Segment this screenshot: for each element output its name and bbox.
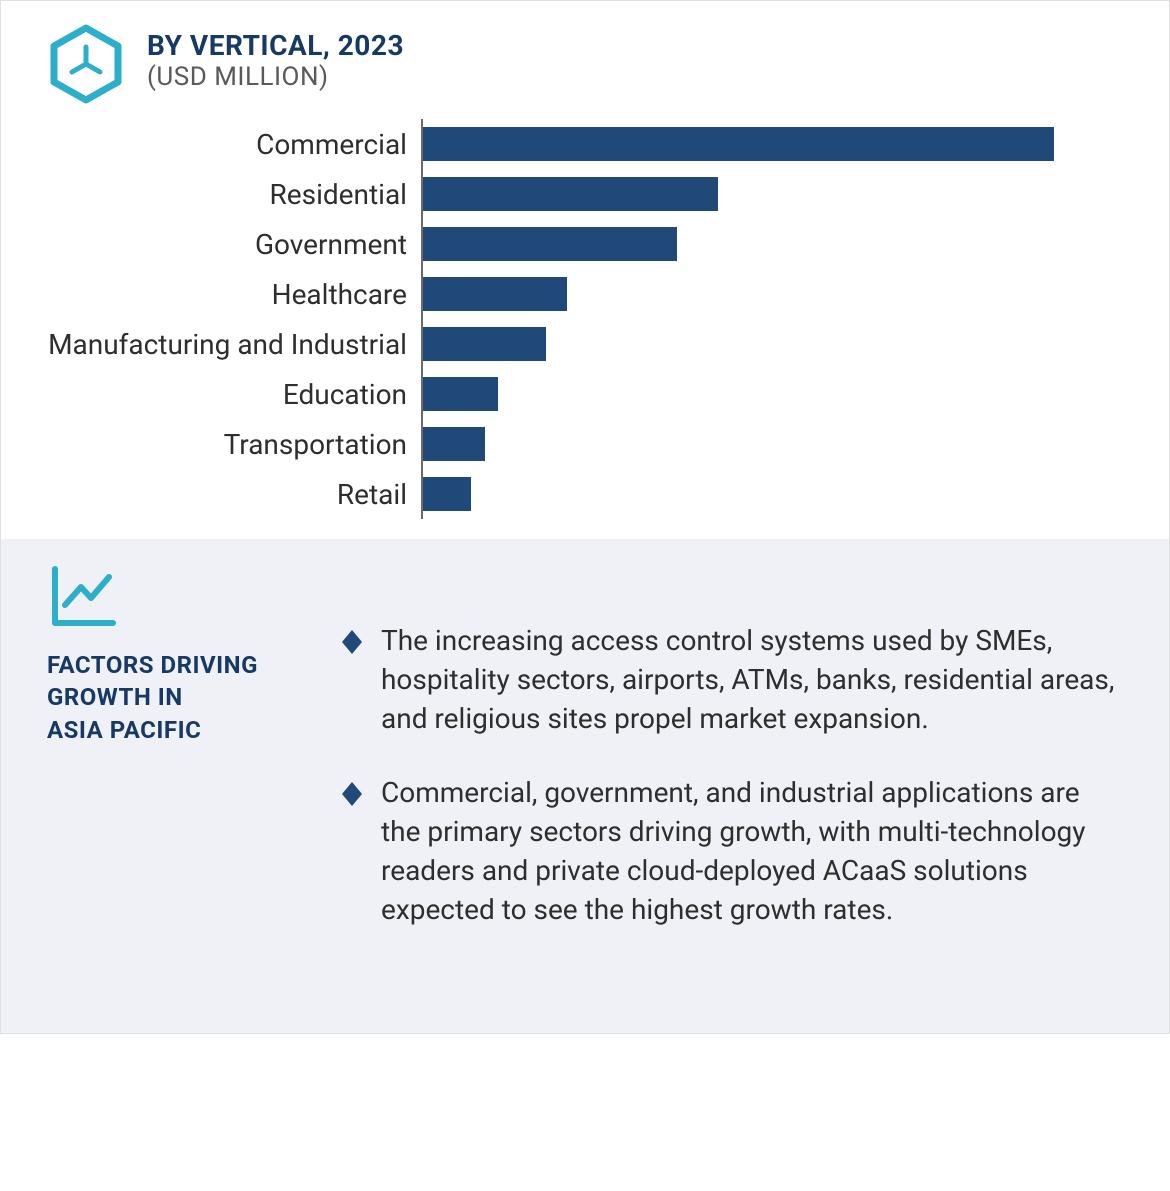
- chart-category-label: Retail: [21, 478, 421, 511]
- chart-bar: [423, 377, 498, 411]
- chart-bar-track: [421, 369, 1109, 419]
- chart-row: Transportation: [21, 419, 1109, 469]
- factors-heading: FACTORS DRIVING GROWTH IN ASIA PACIFIC: [47, 649, 307, 746]
- factor-item: Commercial, government, and industrial a…: [341, 773, 1123, 930]
- chart-category-label: Healthcare: [21, 278, 421, 311]
- chart-row: Education: [21, 369, 1109, 419]
- chart-bar: [423, 327, 546, 361]
- chart-category-label: Manufacturing and Industrial: [21, 328, 421, 361]
- chart-bar: [423, 477, 471, 511]
- factors-panel: FACTORS DRIVING GROWTH IN ASIA PACIFIC T…: [1, 539, 1169, 1033]
- hexagon-logo-icon: [49, 23, 123, 105]
- diamond-bullet-icon: [341, 781, 363, 807]
- chart-bar: [423, 427, 485, 461]
- line-chart-icon: [47, 565, 307, 631]
- chart-bar: [423, 227, 677, 261]
- chart-bar-track: [421, 169, 1109, 219]
- bar-chart: Commercial Residential Government Healthcar…: [1, 115, 1169, 539]
- chart-header: BY VERTICAL, 2023 (USD MILLION): [1, 1, 1169, 115]
- chart-title: BY VERTICAL, 2023: [147, 29, 404, 62]
- factors-bullet-list: The increasing access control systems us…: [341, 565, 1123, 963]
- chart-category-label: Transportation: [21, 428, 421, 461]
- factor-item: The increasing access control systems us…: [341, 621, 1123, 739]
- chart-bar-track: [421, 319, 1109, 369]
- chart-bar-track: [421, 419, 1109, 469]
- chart-bar: [423, 177, 718, 211]
- factor-text: Commercial, government, and industrial a…: [381, 773, 1123, 930]
- chart-subtitle: (USD MILLION): [147, 62, 404, 92]
- chart-bar-track: [421, 219, 1109, 269]
- chart-category-label: Government: [21, 228, 421, 261]
- chart-row: Residential: [21, 169, 1109, 219]
- chart-row: Commercial: [21, 119, 1109, 169]
- chart-category-label: Residential: [21, 178, 421, 211]
- chart-row: Manufacturing and Industrial: [21, 319, 1109, 369]
- factor-text: The increasing access control systems us…: [381, 621, 1123, 739]
- chart-category-label: Education: [21, 378, 421, 411]
- chart-row: Government: [21, 219, 1109, 269]
- diamond-bullet-icon: [341, 629, 363, 655]
- chart-category-label: Commercial: [21, 128, 421, 161]
- header-text-block: BY VERTICAL, 2023 (USD MILLION): [147, 23, 404, 92]
- chart-bar-track: [421, 119, 1109, 169]
- chart-bar-track: [421, 469, 1109, 519]
- chart-bar: [423, 127, 1054, 161]
- factors-left-column: FACTORS DRIVING GROWTH IN ASIA PACIFIC: [47, 565, 307, 963]
- chart-row: Healthcare: [21, 269, 1109, 319]
- chart-bar-track: [421, 269, 1109, 319]
- chart-bar: [423, 277, 567, 311]
- chart-row: Retail: [21, 469, 1109, 519]
- infographic-frame: BY VERTICAL, 2023 (USD MILLION) Commerci…: [0, 0, 1170, 1034]
